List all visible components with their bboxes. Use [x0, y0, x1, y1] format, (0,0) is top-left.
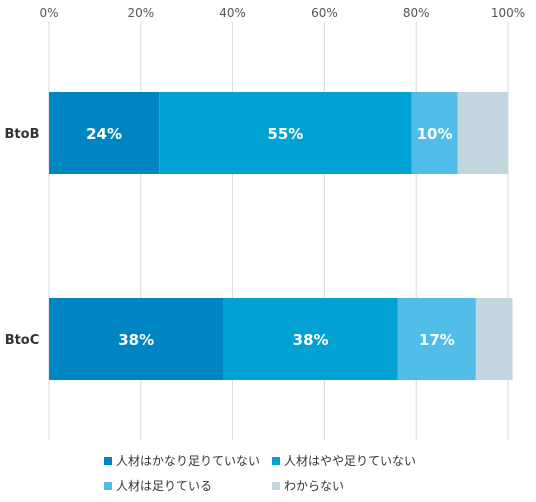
bar-segment: [457, 92, 508, 174]
x-tick-label: 60%: [311, 6, 338, 20]
legend-item: 人材はかなり足りていない: [104, 452, 272, 469]
bar-segment: [223, 298, 398, 380]
legend-label: わからない: [284, 479, 345, 493]
data-label: 24%: [86, 125, 122, 143]
data-label: 38%: [293, 331, 329, 349]
legend-swatch: [104, 456, 112, 465]
legend-swatch: [104, 481, 112, 490]
category-label: BtoB: [5, 127, 40, 142]
data-label: 38%: [118, 331, 154, 349]
legend-item: 人材はやや足りていない: [272, 452, 444, 469]
bar-segment: [411, 92, 458, 174]
bar-segment: [159, 92, 412, 174]
x-tick-label: 0%: [39, 6, 58, 20]
legend-label: 人材はかなり足りていない: [116, 454, 261, 468]
data-label: 55%: [267, 125, 303, 143]
legend-label: 人材はやや足りていない: [284, 454, 417, 468]
bar-segment: [397, 298, 476, 380]
data-label: 17%: [419, 331, 455, 349]
legend-item: わからない: [272, 477, 444, 494]
x-tick-label: 20%: [127, 6, 154, 20]
x-axis-ticks: 0% 20% 40% 60% 80% 100%: [39, 6, 525, 20]
bar-segment: [49, 298, 224, 380]
bar-segment: [475, 298, 513, 380]
legend: 人材はかなり足りていない 人材はやや足りていない 人材は足りている わからない: [104, 452, 444, 494]
category-labels: BtoB BtoC: [5, 127, 40, 348]
legend-swatch: [272, 456, 280, 465]
data-labels: 24% 55% 10% 38% 38% 17%: [86, 125, 455, 349]
bar-segment: [49, 92, 160, 174]
category-label: BtoC: [5, 333, 40, 348]
x-tick-label: 80%: [403, 6, 430, 20]
legend-item: 人材は足りている: [104, 477, 272, 494]
data-label: 10%: [417, 125, 453, 143]
x-tick-label: 100%: [491, 6, 525, 20]
x-tick-label: 40%: [219, 6, 246, 20]
legend-swatch: [272, 481, 280, 490]
legend-label: 人材は足りている: [116, 479, 213, 493]
bars: [49, 92, 513, 380]
